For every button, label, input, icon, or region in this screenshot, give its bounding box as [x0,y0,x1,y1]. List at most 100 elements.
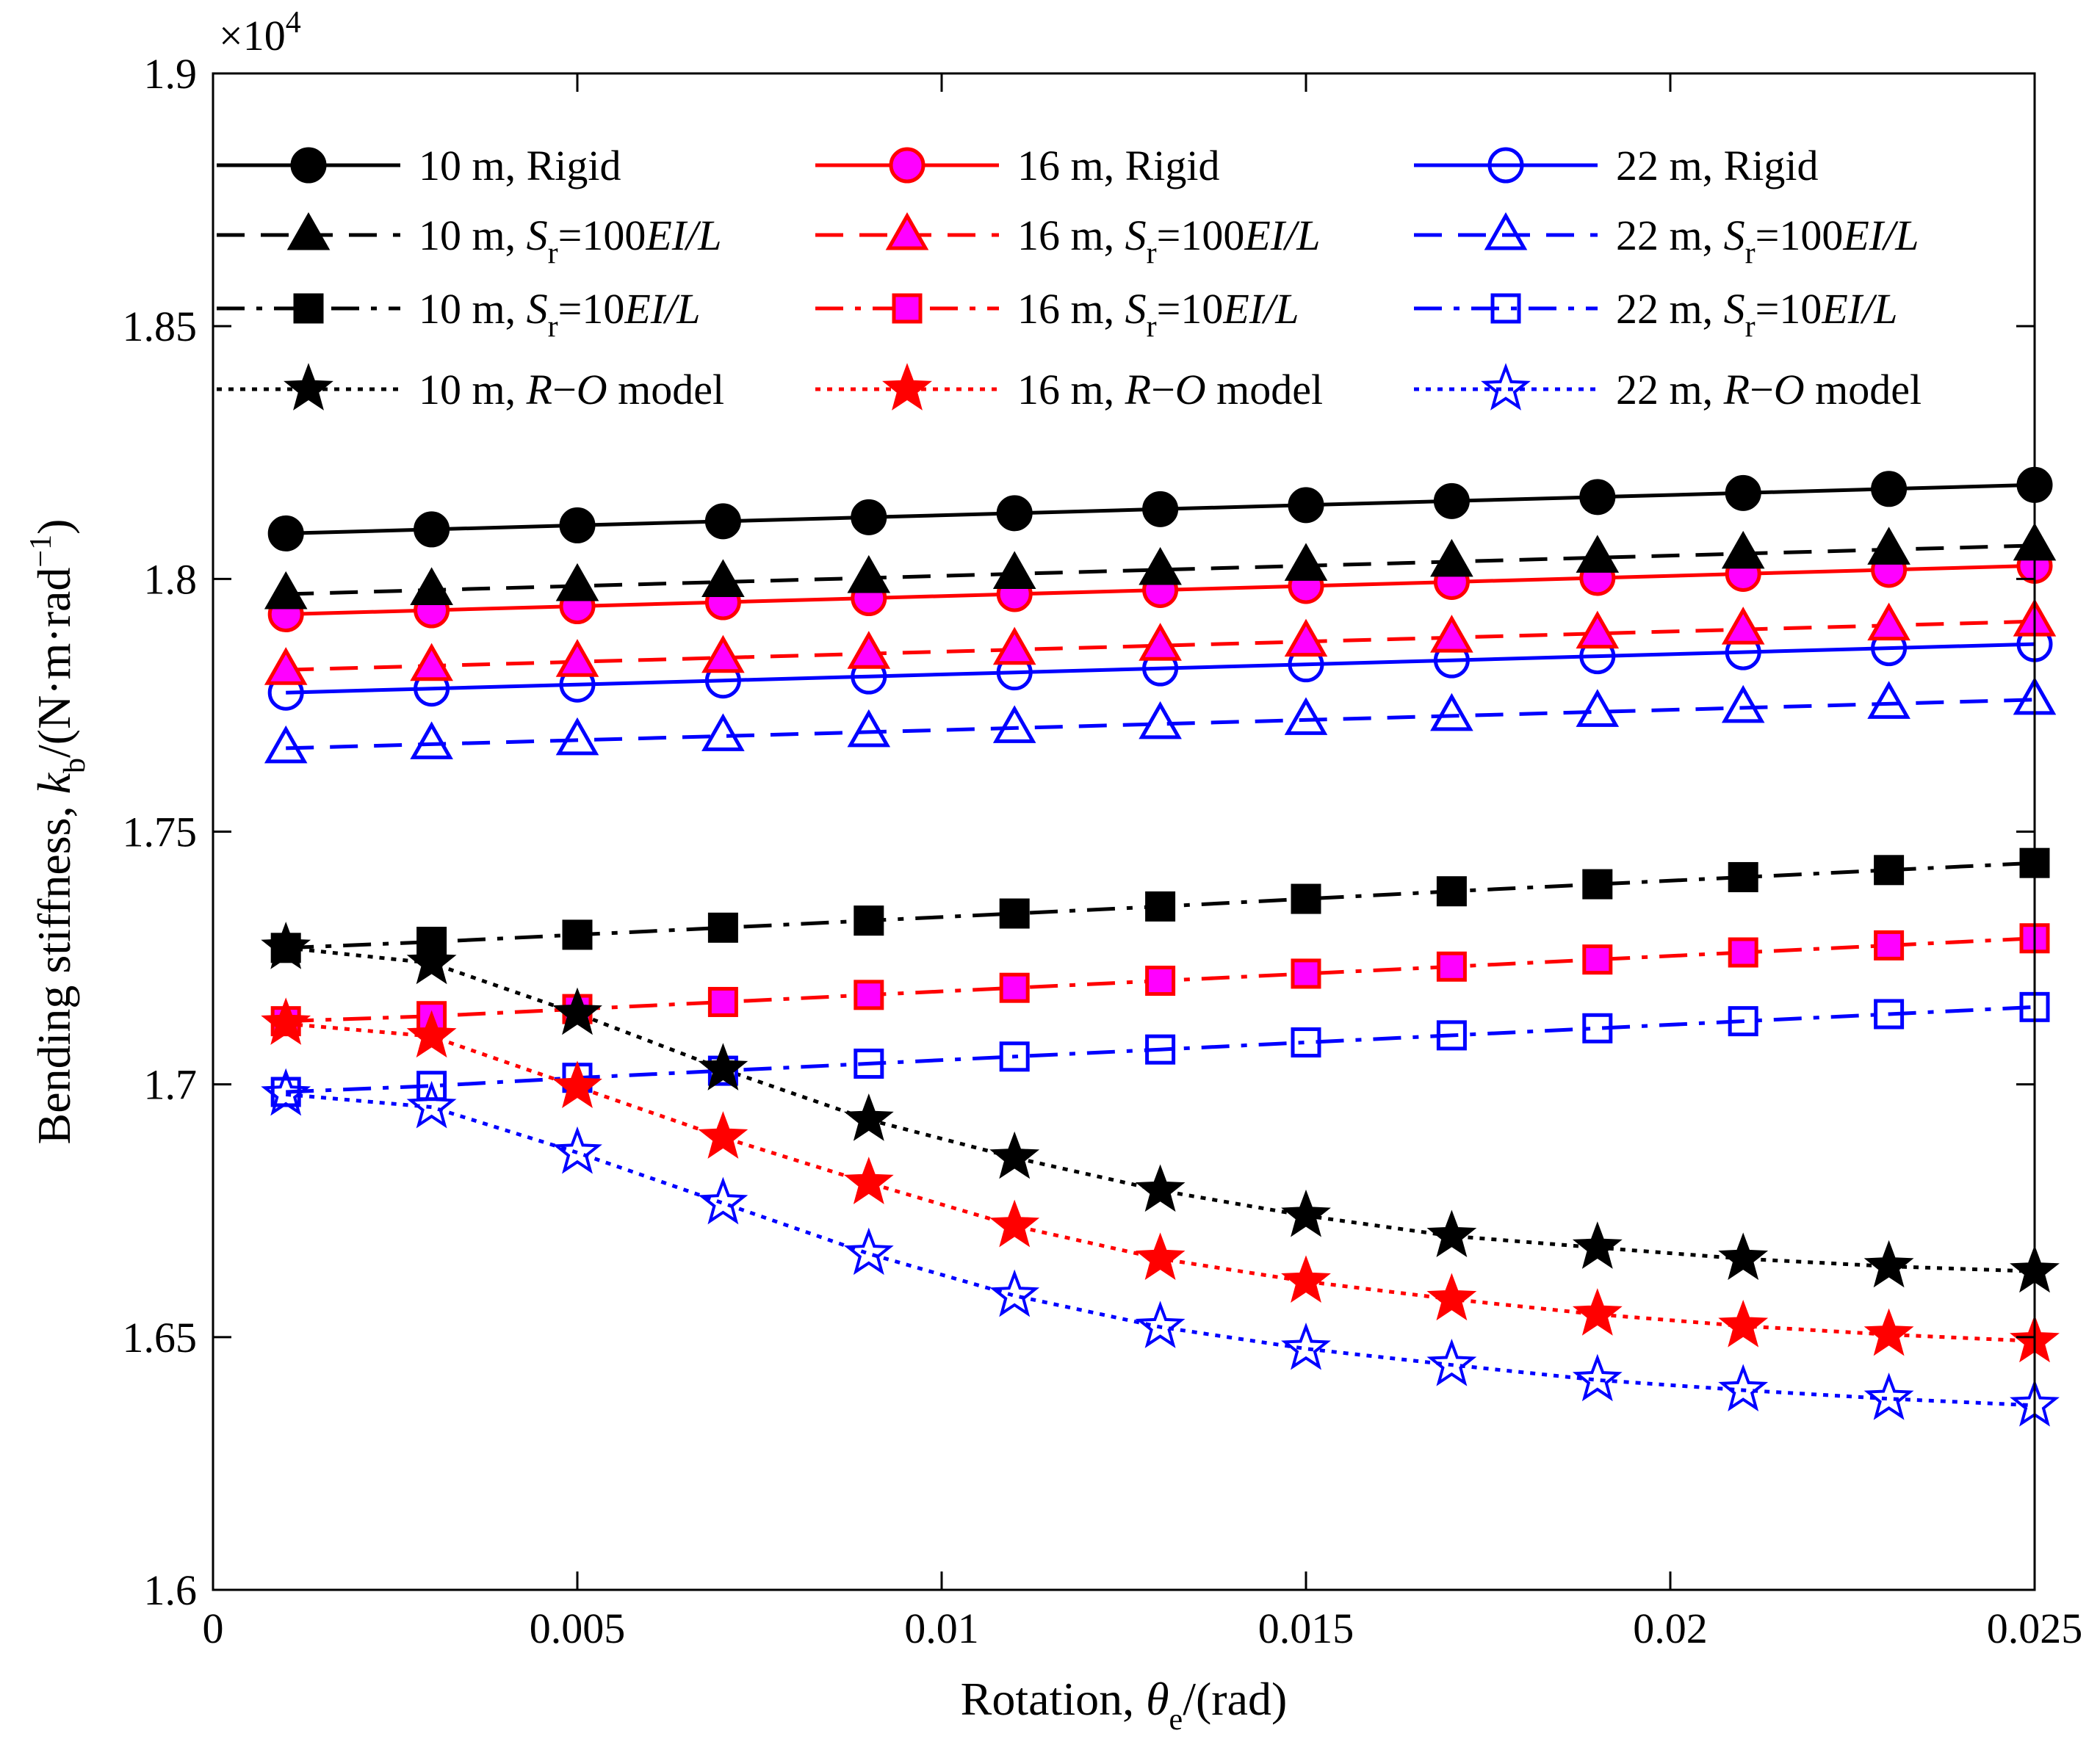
data-point-6 [1291,883,1321,914]
data-point-4 [1721,607,1765,645]
legend-marker [286,211,331,250]
series-markers [261,466,2060,1427]
y-tick-label: 1.65 [123,1314,198,1361]
data-point-11 [1718,1364,1769,1412]
series-line-5 [286,698,2035,750]
x-tick-label: 0.005 [530,1605,626,1652]
x-tick-label: 0.015 [1258,1605,1354,1652]
data-point-7 [1291,958,1321,989]
legend-marker [892,293,923,324]
data-point-11 [261,1068,311,1116]
data-point-6 [1728,861,1758,892]
data-point-10 [698,1111,748,1159]
data-point-9 [1135,1164,1186,1212]
data-point-4 [410,643,453,681]
data-point-11 [698,1176,748,1225]
data-point-4 [847,631,891,669]
x-tick-label: 0.02 [1633,1605,1708,1652]
y-tick-label: 1.8 [144,555,198,603]
data-point-9 [698,1043,748,1090]
data-point-3 [1139,546,1182,585]
data-point-3 [1284,543,1328,581]
data-point-0 [851,499,887,535]
data-point-5 [410,721,453,759]
y-tick-label: 1.75 [123,809,198,856]
data-point-0 [1871,471,1908,507]
legend-marker [1484,211,1528,250]
data-point-11 [1572,1353,1623,1402]
data-point-3 [1721,530,1765,569]
data-point-3 [264,571,308,610]
data-point-4 [992,626,1036,665]
legend-label: 10 m, Rigid [419,142,621,189]
legend-label: 22 m, R−O model [1616,366,1922,413]
data-point-0 [1725,474,1761,511]
data-point-5 [1721,684,1765,723]
legend-label: 10 m, Sr=10EI/L [419,285,700,344]
data-point-11 [552,1126,602,1174]
data-point-5 [1576,689,1620,727]
data-point-8 [1728,1006,1758,1037]
legend-label: 16 m, Sr=100EI/L [1017,211,1320,270]
data-point-5 [1139,701,1182,739]
legend-marker [1481,363,1531,410]
data-point-4 [701,634,745,673]
data-point-5 [264,725,308,764]
data-point-10 [1281,1255,1331,1303]
data-point-3 [410,567,453,605]
data-point-3 [992,551,1036,589]
x-tick-label: 0.025 [1987,1605,2083,1652]
data-point-4 [264,647,308,685]
x-tick-label: 0.01 [904,1605,979,1652]
data-point-3 [1430,538,1473,577]
data-point-6 [707,912,738,943]
data-point-8 [854,1048,884,1079]
data-point-3 [701,559,745,597]
data-point-11 [1135,1301,1186,1348]
data-point-9 [843,1093,894,1141]
legend-label: 10 m, Sr=100EI/L [419,211,721,270]
data-point-7 [707,986,738,1017]
y-exponent-label: ×104 [219,6,301,59]
data-point-8 [1582,1013,1613,1044]
data-point-11 [1426,1338,1477,1386]
legend-label: 10 m, R−O model [419,366,724,413]
data-point-6 [1436,876,1467,907]
data-point-3 [1867,527,1910,565]
data-point-7 [999,972,1030,1003]
data-point-11 [1281,1322,1331,1370]
x-tick-label: 0 [203,1605,224,1652]
data-point-0 [996,495,1033,532]
legend-label: 22 m, Rigid [1616,142,1819,189]
data-point-8 [416,1071,447,1102]
data-point-6 [1145,891,1176,922]
x-axis-title: Rotation, θe/(rad) [961,1673,1288,1737]
data-point-11 [1863,1372,1914,1420]
data-point-0 [1579,479,1616,516]
data-point-10 [406,1010,457,1058]
data-point-5 [847,709,891,748]
data-point-3 [847,554,891,593]
data-point-10 [552,1060,602,1109]
data-point-7 [1145,966,1176,997]
data-point-10 [1135,1232,1186,1281]
data-point-5 [555,717,599,756]
data-point-6 [854,905,884,936]
y-tick-label: 1.9 [144,50,198,98]
data-point-10 [1572,1288,1623,1336]
data-point-0 [267,515,304,551]
data-point-0 [1288,487,1324,524]
data-point-3 [555,563,599,601]
data-point-5 [1284,697,1328,735]
data-point-5 [992,705,1036,743]
legend-marker [885,211,929,250]
data-point-10 [261,997,311,1045]
y-tick-label: 1.7 [144,1061,198,1109]
data-point-4 [1284,618,1328,657]
data-point-6 [1582,869,1613,900]
legend-marker [1490,293,1521,324]
data-point-10 [1426,1273,1477,1321]
legend-marker [1487,147,1524,184]
data-point-10 [1863,1308,1914,1356]
